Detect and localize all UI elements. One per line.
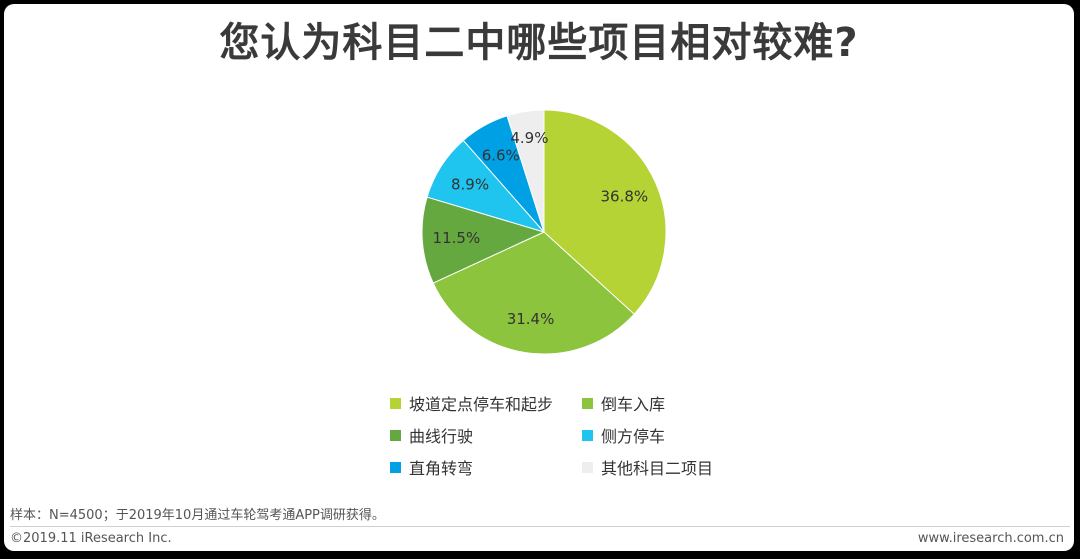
legend-swatch (390, 397, 401, 409)
chart-legend: 坡道定点停车和起步 倒车入库 曲线行驶 侧方停车 直角转弯 其他科目二项目 (390, 392, 810, 478)
legend-item: 曲线行驶 (390, 424, 582, 446)
slice-label: 6.6% (482, 147, 520, 165)
legend-label: 侧方停车 (601, 427, 666, 446)
legend-label: 倒车入库 (601, 395, 666, 414)
legend-label: 坡道定点停车和起步 (409, 395, 554, 414)
legend-swatch (390, 429, 401, 441)
footer-divider (10, 526, 1070, 527)
chart-title: 您认为科目二中哪些项目相对较难? (219, 20, 859, 66)
slice-label: 11.5% (433, 229, 481, 247)
pie-slice (421, 196, 546, 284)
source-note: 样本：N=4500；于2019年10月通过车轮驾考通APP调研获得。 (10, 508, 385, 523)
slice-label: 8.9% (451, 176, 489, 194)
legend-swatch (390, 461, 401, 473)
pie-slice (543, 109, 667, 315)
copyright-text: ©2019.11 iResearch Inc. (10, 531, 172, 546)
legend-swatch (582, 397, 593, 409)
chart-card: 您认为科目二中哪些项目相对较难? 36.8% 31.4% 11.5% 8.9% 6.6%… (4, 4, 1074, 551)
legend-item: 直角转弯 (390, 456, 582, 478)
pie-slice (506, 109, 545, 233)
slice-label: 36.8% (601, 188, 649, 206)
legend-item: 坡道定点停车和起步 (390, 392, 582, 414)
legend-swatch (582, 461, 593, 473)
legend-label: 其他科目二项目 (601, 459, 714, 478)
legend-label: 直角转弯 (409, 459, 474, 478)
website-link[interactable]: www.iresearch.com.cn (917, 531, 1064, 546)
legend-label: 曲线行驶 (409, 427, 474, 446)
legend-item: 侧方停车 (582, 424, 782, 446)
slice-label: 4.9% (510, 129, 548, 147)
legend-item: 倒车入库 (582, 392, 782, 414)
legend-swatch (582, 429, 593, 441)
legend-item: 其他科目二项目 (582, 456, 782, 478)
pie-chart: 36.8% 31.4% 11.5% 8.9% 6.6%4.9% (421, 109, 667, 355)
pie-slice (432, 231, 635, 355)
slice-label: 31.4% (507, 310, 555, 328)
